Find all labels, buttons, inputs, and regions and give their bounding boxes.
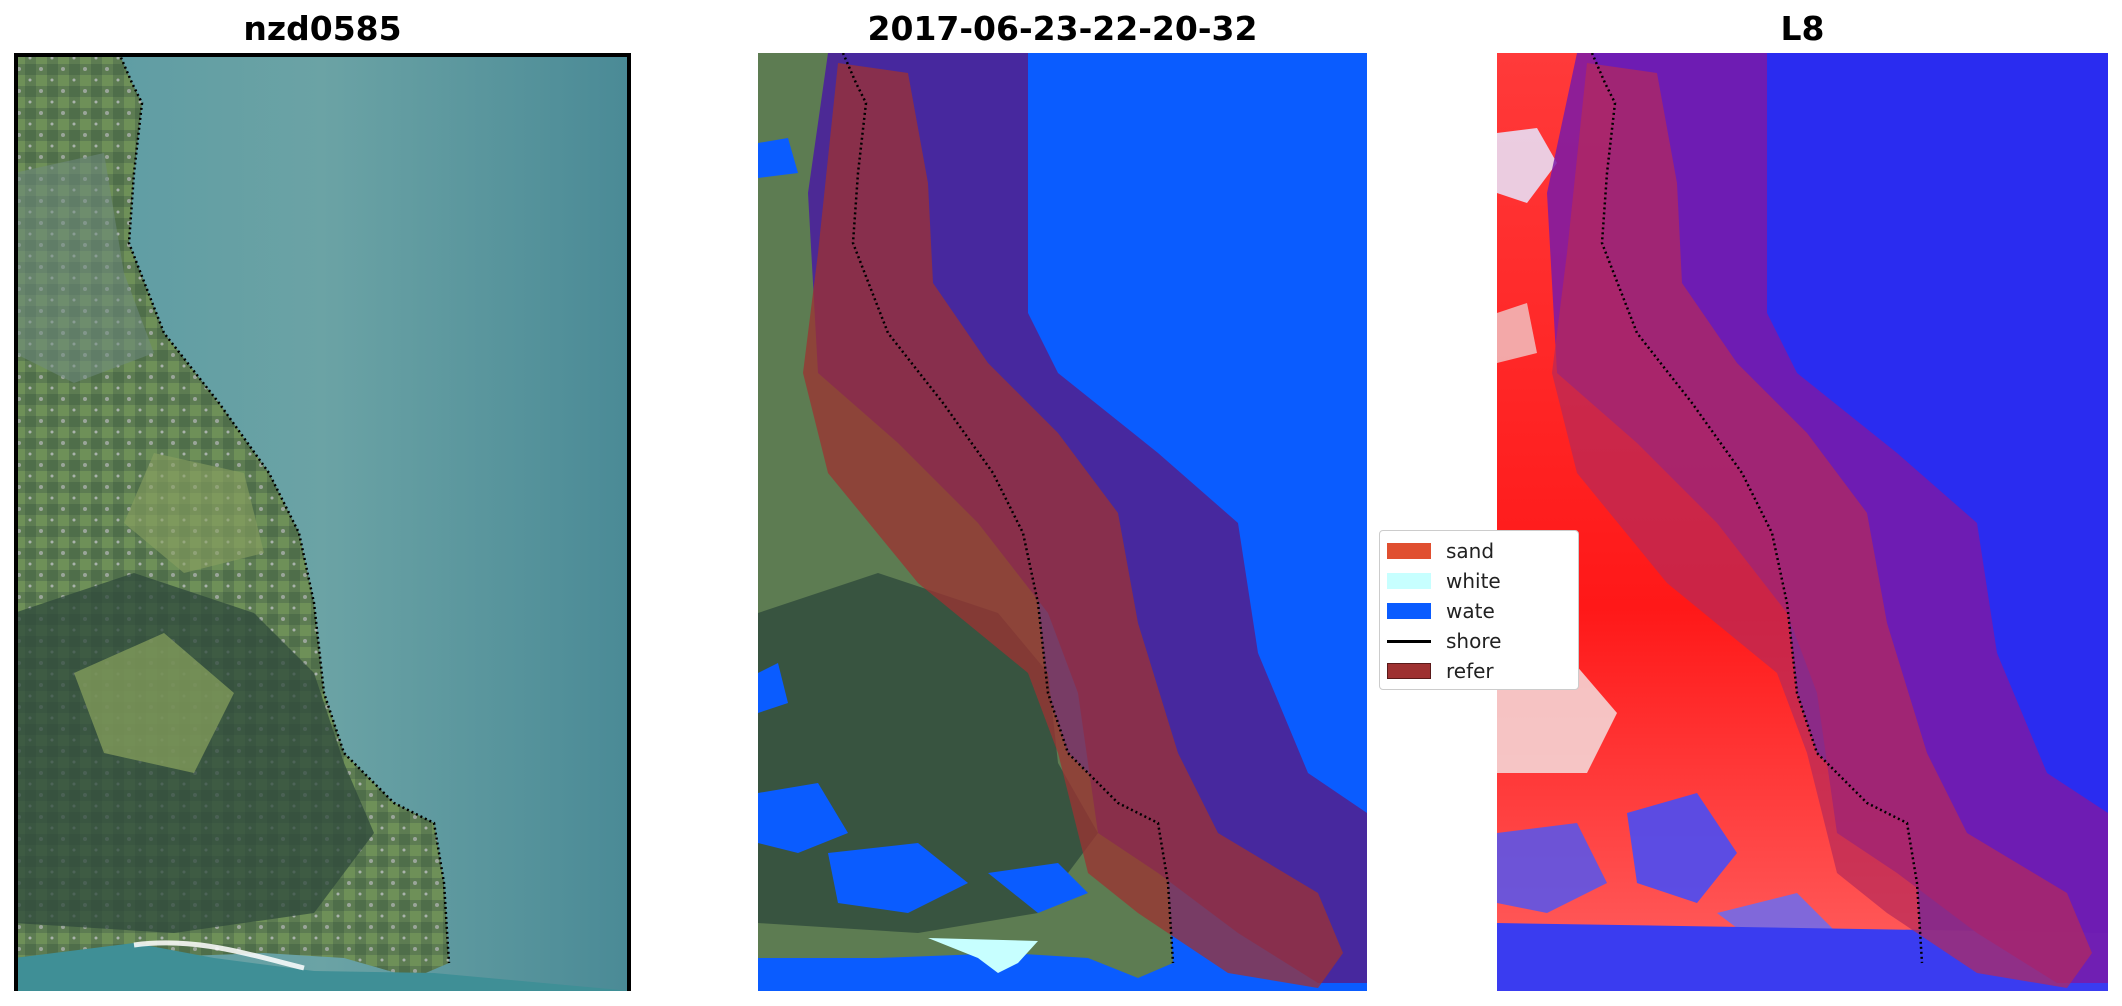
legend-swatch-reference (1387, 663, 1431, 679)
whitewater-patch (928, 938, 1038, 973)
legend-label: wate (1446, 599, 1495, 623)
legend-label: shore (1446, 629, 1502, 653)
legend: sand white wate shore refer (1379, 530, 1579, 690)
classified-image-panel (758, 53, 1367, 991)
panel-title-index: L8 (1780, 9, 1825, 48)
panel-title-classified: 2017-06-23-22-20-32 (867, 9, 1258, 48)
legend-label: refer (1446, 659, 1494, 683)
legend-swatch-white (1387, 573, 1431, 589)
legend-item-white: white (1380, 565, 1580, 595)
shoreline (841, 53, 1175, 964)
panel-title-rgb: nzd0585 (243, 9, 402, 48)
shoreline (117, 53, 451, 964)
classified-map (758, 53, 1367, 991)
legend-item-water: wate (1380, 595, 1580, 625)
legend-item-shoreline: shore (1380, 625, 1580, 655)
legend-item-sand: sand (1380, 535, 1580, 565)
rgb-satellite-image (14, 53, 631, 991)
index-map (1497, 53, 2108, 991)
legend-item-reference: refer (1380, 655, 1580, 685)
reference-shoreline-overlay (803, 63, 1343, 988)
legend-label: white (1446, 569, 1501, 593)
legend-swatch-sand (1387, 543, 1431, 559)
legend-label: sand (1446, 539, 1495, 563)
index-image-panel (1497, 53, 2108, 991)
legend-swatch-water (1387, 603, 1431, 619)
legend-line-shoreline (1387, 640, 1431, 643)
reference-shoreline-overlay (1552, 63, 2092, 988)
shoreline (1590, 53, 1924, 964)
rgb-image-panel (14, 53, 631, 991)
